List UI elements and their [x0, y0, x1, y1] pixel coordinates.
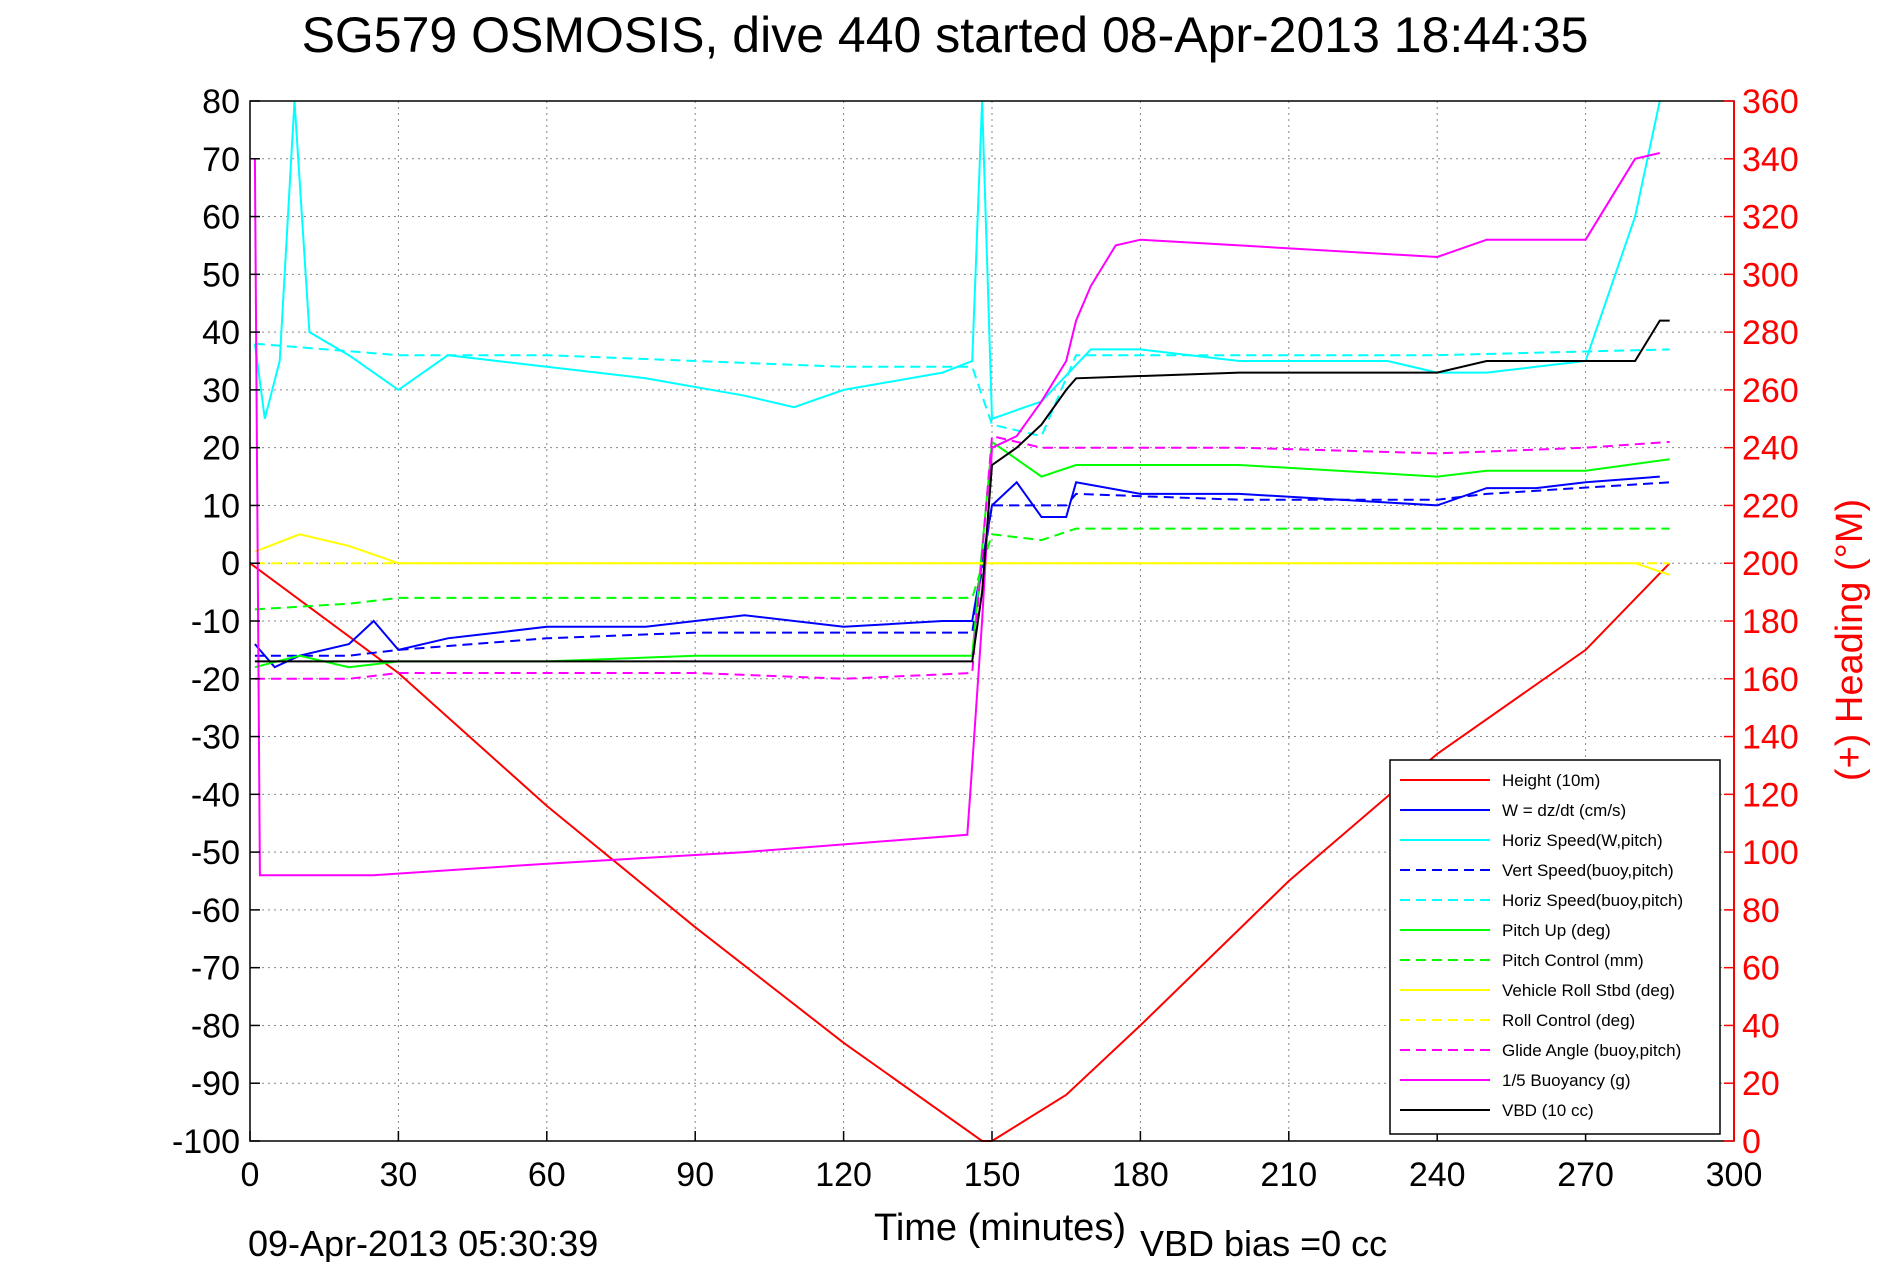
y2-tick-label: 180 [1742, 603, 1799, 641]
legend-label: Height (10m) [1502, 771, 1600, 790]
x-axis: 0 30 60 90 120 150 180 210 240 270 300 [241, 1131, 1763, 1194]
y-axis-right: 3603403203002802602402202001801601401201… [1724, 83, 1799, 1161]
legend-label: Horiz Speed(W,pitch) [1502, 831, 1663, 850]
y-tick-label: -40 [191, 776, 240, 814]
y2-tick-label: 140 [1742, 719, 1799, 757]
x-tick-label: 90 [676, 1156, 714, 1194]
x-axis-label: Time (minutes) [874, 1207, 1126, 1249]
legend-label: Roll Control (deg) [1502, 1011, 1635, 1030]
y2-tick-label: 80 [1742, 892, 1780, 930]
y-tick-label: -70 [191, 950, 240, 988]
y2-tick-label: 260 [1742, 372, 1799, 410]
y-axis-left: 80 70 60 50 40 30 20 10 0 -10 -20 -30 -40 -50 -60 -70 -8… [172, 83, 260, 1161]
y-tick-label: 70 [202, 141, 240, 179]
x-tick-label: 120 [815, 1156, 872, 1194]
x-tick-label: 210 [1260, 1156, 1317, 1194]
y2-tick-label: 320 [1742, 199, 1799, 237]
y2-tick-label: 20 [1742, 1065, 1780, 1103]
series-line-vbd-10-cc [254, 319, 1670, 663]
legend-label: Glide Angle (buoy,pitch) [1502, 1041, 1681, 1060]
legend: Height (10m) W = dz/dt (cm/s) Horiz Speed(… [1389, 759, 1721, 1135]
x-tick-label: 270 [1557, 1156, 1614, 1194]
y-tick-label: -80 [191, 1007, 240, 1045]
x-tick-label: 0 [241, 1156, 260, 1194]
x-tick-label: 60 [528, 1156, 566, 1194]
legend-label: Pitch Up (deg) [1502, 921, 1611, 940]
legend-label: VBD (10 cc) [1502, 1101, 1594, 1120]
series-line-vehicle-roll-stbd-deg [254, 533, 1671, 576]
legend-label: Vert Speed(buoy,pitch) [1502, 861, 1674, 880]
y2-tick-label: 300 [1742, 256, 1799, 294]
chart-title: SG579 OSMOSIS, dive 440 started 08-Apr-2… [302, 7, 1589, 63]
y-tick-label: 0 [221, 545, 240, 583]
series-line-1-5-buoyancy-g [253, 152, 1661, 877]
y-tick-label: -20 [191, 661, 240, 699]
x-tick-label: 300 [1706, 1156, 1763, 1194]
y2-tick-label: 120 [1742, 776, 1799, 814]
y-tick-label: -100 [172, 1123, 240, 1161]
y2-tick-label: 220 [1742, 487, 1799, 525]
series-layer [249, 100, 1671, 1142]
x-tick-label: 30 [379, 1156, 417, 1194]
series-line-pitch-control-mm [254, 527, 1670, 611]
x-tick-label: 240 [1409, 1156, 1466, 1194]
y-tick-label: -60 [191, 892, 240, 930]
y-tick-label: -90 [191, 1065, 240, 1103]
y-tick-label: -10 [191, 603, 240, 641]
y2-tick-label: 240 [1742, 430, 1799, 468]
y-tick-label: 50 [202, 256, 240, 294]
legend-label: Horiz Speed(buoy,pitch) [1502, 891, 1683, 910]
y2-tick-label: 0 [1742, 1123, 1761, 1161]
y-tick-label: -50 [191, 834, 240, 872]
y-tick-label: 20 [202, 430, 240, 468]
y2-tick-label: 40 [1742, 1007, 1780, 1045]
footer-vbd-bias: VBD bias =0 cc [1140, 1223, 1387, 1262]
series-line-horiz-speed-w-pitch [253, 100, 1661, 421]
legend-box [1389, 759, 1721, 1135]
series-line-glide-angle-buoy-pitch [254, 434, 1670, 680]
series-line-vert-speed-buoy-pitch [254, 481, 1670, 657]
x-tick-label: 180 [1112, 1156, 1169, 1194]
series-line-w-dz-dt-cm-s [254, 475, 1660, 669]
legend-label: Vehicle Roll Stbd (deg) [1502, 981, 1675, 1000]
y-tick-label: 10 [202, 487, 240, 525]
y-tick-label: 30 [202, 372, 240, 410]
footer-date: 09-Apr-2013 05:30:39 [248, 1223, 598, 1262]
legend-label: W = dz/dt (cm/s) [1502, 801, 1626, 820]
x-tick-label: 150 [964, 1156, 1021, 1194]
y2-tick-label: 360 [1742, 83, 1799, 121]
y2-tick-label: 160 [1742, 661, 1799, 699]
y-tick-label: -30 [191, 719, 240, 757]
y2-tick-label: 200 [1742, 545, 1799, 583]
y-tick-label: 40 [202, 314, 240, 352]
y2-tick-label: 280 [1742, 314, 1799, 352]
series-line-pitch-up-deg [254, 440, 1670, 669]
y2-tick-label: 100 [1742, 834, 1799, 872]
y-tick-label: 80 [202, 83, 240, 121]
legend-label: Pitch Control (mm) [1502, 951, 1644, 970]
legend-label: 1/5 Buoyancy (g) [1502, 1071, 1631, 1090]
y2-tick-label: 60 [1742, 950, 1780, 988]
y-tick-label: 60 [202, 199, 240, 237]
y2-tick-label: 340 [1742, 141, 1799, 179]
y2-axis-label: (+) Heading (°M) [1829, 499, 1871, 781]
